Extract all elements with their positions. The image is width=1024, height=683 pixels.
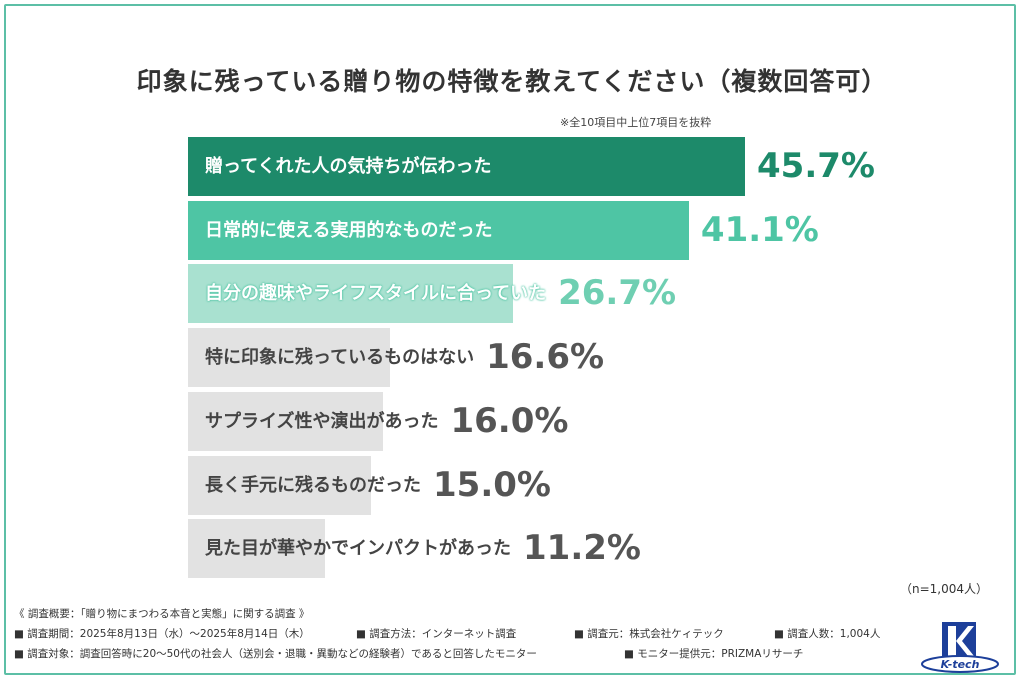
bar bbox=[188, 456, 371, 515]
bar-label: 日常的に使える実用的なものだった bbox=[205, 220, 493, 241]
chart-frame bbox=[4, 4, 1016, 675]
survey-count: ■ 調査人数：1,004人 bbox=[774, 628, 881, 640]
bar-label: 贈ってくれた人の気持ちが伝わった bbox=[205, 156, 492, 177]
bar-label: 長く手元に残るものだった bbox=[205, 475, 421, 496]
bar bbox=[188, 392, 383, 451]
bar-value-label: 15.0% bbox=[433, 465, 551, 505]
bar-value-label: 11.2% bbox=[523, 528, 641, 568]
bar-label: サプライズ性や演出があった bbox=[205, 411, 439, 432]
k-tech-logo: K-tech bbox=[921, 622, 999, 673]
bar bbox=[188, 519, 325, 578]
survey-by: ■ 調査元：株式会社ケィテック bbox=[574, 628, 724, 640]
bar-value-label: 16.6% bbox=[486, 337, 605, 377]
chart-title: 印象に残っている贈り物の特徴を教えてください（複数回答可） bbox=[136, 67, 888, 96]
survey-target: ■ 調査対象：調査回答時に20〜50代の社会人（送別会・退職・異動などの経験者）… bbox=[14, 648, 537, 660]
bar-label: 特に印象に残っているものはない bbox=[205, 347, 475, 368]
bar-value-label: 16.0% bbox=[450, 401, 569, 441]
bar-value-label: 26.7% bbox=[558, 273, 677, 313]
bar-label: 自分の趣味やライフスタイルに合っていた bbox=[205, 283, 547, 304]
bar bbox=[188, 201, 689, 260]
bar bbox=[188, 328, 391, 387]
bar-value-label: 41.1% bbox=[700, 210, 819, 250]
survey-heading: 《 調査概要：「贈り物にまつわる本音と実態」に関する調査 》 bbox=[14, 608, 310, 620]
bar bbox=[188, 264, 514, 323]
logo-text: K-tech bbox=[941, 658, 980, 671]
sample-size: （n=1,004人） bbox=[900, 582, 989, 596]
bar-label: 見た目が華やかでインパクトがあった bbox=[205, 538, 511, 559]
survey-period: ■ 調査期間：2025年8月13日（水）〜2025年8月14日（木） bbox=[14, 628, 310, 640]
bar bbox=[188, 137, 745, 196]
survey-provider: ■ モニター提供元：PRIZMAリサーチ bbox=[624, 648, 804, 660]
survey-method: ■ 調査方法：インターネット調査 bbox=[356, 628, 517, 640]
bar-value-label: 45.7% bbox=[757, 146, 875, 186]
chart-note: ※全10項目中上位7項目を抜粋 bbox=[560, 116, 712, 129]
